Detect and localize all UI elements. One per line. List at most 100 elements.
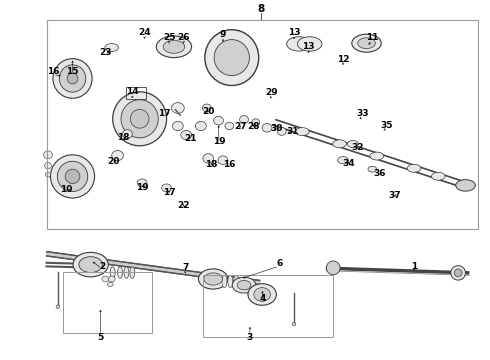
Text: 7: 7 [182, 263, 189, 271]
Ellipse shape [407, 164, 421, 172]
Ellipse shape [456, 180, 475, 191]
Text: 1: 1 [411, 262, 417, 271]
Bar [47, 20, 478, 229]
Ellipse shape [130, 267, 135, 278]
Ellipse shape [122, 130, 132, 138]
Text: 18: 18 [205, 160, 218, 169]
Ellipse shape [203, 154, 214, 163]
Text: 25: 25 [163, 33, 175, 42]
Ellipse shape [163, 40, 185, 53]
Ellipse shape [333, 140, 346, 148]
Ellipse shape [205, 30, 259, 85]
Ellipse shape [454, 269, 462, 277]
Ellipse shape [234, 275, 239, 288]
Ellipse shape [277, 127, 286, 135]
Ellipse shape [254, 288, 270, 301]
Text: 11: 11 [366, 33, 379, 42]
Ellipse shape [347, 140, 358, 148]
Text: 35: 35 [381, 121, 393, 130]
Ellipse shape [196, 121, 206, 131]
Ellipse shape [252, 119, 260, 126]
Text: 26: 26 [177, 33, 190, 42]
Ellipse shape [358, 38, 375, 49]
Ellipse shape [65, 169, 80, 184]
Ellipse shape [248, 284, 276, 305]
Text: 36: 36 [373, 169, 386, 178]
Ellipse shape [338, 157, 348, 164]
Ellipse shape [53, 59, 92, 98]
Text: 8: 8 [257, 4, 264, 14]
Text: 27: 27 [234, 122, 246, 131]
Ellipse shape [202, 104, 211, 112]
Ellipse shape [222, 275, 227, 288]
Text: 20: 20 [107, 157, 120, 166]
Ellipse shape [50, 155, 95, 198]
Ellipse shape [67, 73, 78, 84]
Bar [126, 87, 146, 99]
Text: 21: 21 [184, 134, 196, 143]
Text: 16: 16 [223, 160, 236, 169]
Text: 19: 19 [136, 183, 148, 192]
Polygon shape [47, 252, 260, 285]
Ellipse shape [46, 172, 50, 177]
Ellipse shape [214, 116, 223, 125]
Ellipse shape [105, 44, 119, 51]
Text: 23: 23 [99, 48, 112, 57]
Ellipse shape [45, 162, 51, 169]
Ellipse shape [431, 172, 445, 180]
Ellipse shape [228, 275, 233, 288]
Ellipse shape [204, 273, 222, 285]
Ellipse shape [368, 166, 377, 172]
Ellipse shape [124, 267, 129, 278]
Ellipse shape [121, 100, 158, 138]
Ellipse shape [237, 280, 251, 290]
Text: 29: 29 [266, 88, 278, 97]
Text: 6: 6 [276, 259, 282, 268]
Ellipse shape [172, 103, 184, 113]
Text: 16: 16 [47, 68, 59, 77]
Text: 12: 12 [337, 55, 349, 64]
Ellipse shape [79, 257, 102, 273]
Text: 20: 20 [202, 107, 215, 116]
Text: 17: 17 [163, 188, 175, 197]
Ellipse shape [370, 152, 384, 160]
Bar [203, 275, 333, 337]
Ellipse shape [181, 130, 192, 140]
Text: 4: 4 [260, 294, 267, 303]
Ellipse shape [59, 65, 86, 92]
Ellipse shape [352, 34, 381, 52]
Text: 24: 24 [138, 28, 151, 37]
Ellipse shape [218, 156, 228, 165]
Text: 13: 13 [288, 28, 300, 37]
Ellipse shape [287, 37, 311, 51]
Ellipse shape [232, 277, 256, 293]
Ellipse shape [225, 122, 234, 130]
Text: 15: 15 [66, 68, 79, 77]
Ellipse shape [262, 123, 272, 132]
Ellipse shape [110, 267, 115, 278]
Text: 2: 2 [99, 262, 105, 271]
Bar [63, 272, 152, 333]
Text: 33: 33 [356, 109, 369, 118]
Ellipse shape [108, 276, 115, 282]
Ellipse shape [118, 267, 122, 278]
Text: 17: 17 [158, 109, 171, 118]
Ellipse shape [326, 261, 340, 275]
Text: 13: 13 [302, 42, 315, 51]
Text: 22: 22 [177, 201, 190, 210]
Text: 9: 9 [220, 30, 226, 39]
Text: 18: 18 [117, 133, 130, 142]
Ellipse shape [107, 282, 113, 287]
Ellipse shape [292, 322, 295, 326]
Text: 37: 37 [388, 191, 401, 199]
Text: 28: 28 [247, 122, 260, 131]
Ellipse shape [198, 269, 228, 289]
Ellipse shape [162, 184, 172, 192]
Ellipse shape [240, 116, 248, 123]
Ellipse shape [112, 150, 123, 161]
Text: 14: 14 [126, 87, 139, 96]
Text: 19: 19 [213, 136, 225, 145]
Text: 5: 5 [98, 333, 103, 342]
Ellipse shape [73, 252, 108, 277]
Text: 34: 34 [343, 159, 355, 168]
